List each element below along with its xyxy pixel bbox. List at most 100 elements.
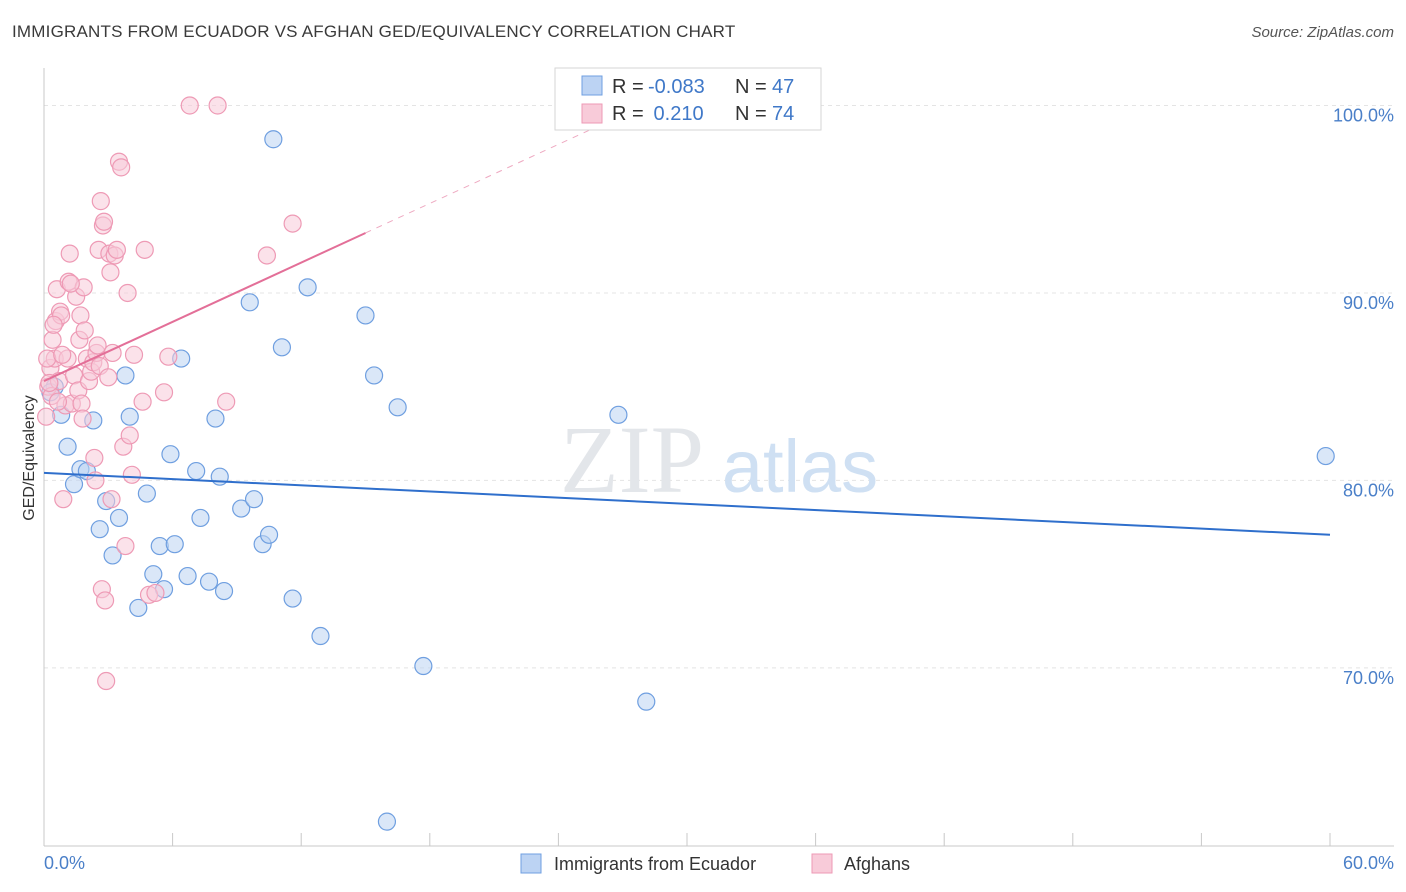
ecuador-point-2 xyxy=(58,437,77,456)
afghans-point-56 xyxy=(124,345,144,364)
stats-r-value-afghans: 0.210 xyxy=(648,103,704,125)
trend-lines xyxy=(43,114,1331,536)
y-tick-label-0: 100.0% xyxy=(1333,105,1394,125)
ecuador-point-21 xyxy=(178,566,197,586)
ecuador-point-11 xyxy=(116,366,135,385)
afghans-point-25 xyxy=(75,321,94,340)
stats-r-value-ecuador: -0.083 xyxy=(648,76,705,98)
stats-swatch-afghans xyxy=(581,103,603,124)
ecuador-point-34 xyxy=(272,338,292,357)
afghans-point-41 xyxy=(97,671,116,691)
afghans-point-67 xyxy=(283,214,302,233)
ecuador-point-29 xyxy=(240,293,259,312)
points-afghans xyxy=(37,96,302,691)
gridlines xyxy=(44,104,1394,669)
watermark-atlas: atlas xyxy=(722,425,878,508)
afghans-point-69 xyxy=(40,373,59,393)
afghans-point-48 xyxy=(107,240,126,259)
ecuador-point-3 xyxy=(64,475,84,494)
legend-label-afghans: Afghans xyxy=(844,854,910,874)
stats-r-label-ecuador: R = xyxy=(612,76,644,98)
afghans-point-70 xyxy=(44,315,63,334)
afghans-point-71 xyxy=(48,392,68,411)
afghans-trend-line-extension xyxy=(365,114,623,234)
stats-n-value-ecuador: 47 xyxy=(772,76,794,98)
stats-swatch-ecuador xyxy=(581,75,603,96)
afghans-point-15 xyxy=(60,244,79,263)
afghans-point-60 xyxy=(146,583,165,603)
afghans-point-42 xyxy=(99,368,118,387)
chart-source: Source: ZipAtlas.com xyxy=(1251,24,1394,41)
ecuador-point-36 xyxy=(298,278,317,297)
ecuador-point-10 xyxy=(109,508,129,528)
afghans-point-0 xyxy=(37,407,56,426)
ecuador-point-35 xyxy=(283,589,302,608)
ecuador-point-14 xyxy=(137,484,156,503)
ecuador-point-44 xyxy=(637,692,656,711)
afghans-point-64 xyxy=(208,96,227,115)
ecuador-point-40 xyxy=(377,812,397,831)
afghans-point-62 xyxy=(159,347,178,366)
afghans-point-57 xyxy=(133,392,152,411)
stats-r-label-afghans: R = xyxy=(612,103,644,125)
afghans-point-50 xyxy=(112,158,131,177)
afghans-point-45 xyxy=(102,490,121,509)
afghans-point-55 xyxy=(122,465,141,484)
afghans-point-36 xyxy=(91,192,110,211)
afghans-point-23 xyxy=(73,409,92,428)
ecuador-point-42 xyxy=(414,656,433,676)
legend-label-ecuador: Immigrants from Ecuador xyxy=(554,854,756,874)
ecuador-point-38 xyxy=(356,306,375,325)
afghans-point-30 xyxy=(85,448,104,468)
ecuador-point-18 xyxy=(161,445,180,464)
ecuador-point-19 xyxy=(165,535,184,554)
ecuador-point-7 xyxy=(90,520,109,539)
legend-swatch-ecuador xyxy=(520,853,542,874)
afghans-point-63 xyxy=(180,96,199,115)
stats-n-label-ecuador: N = xyxy=(735,76,767,98)
chart-title: IMMIGRANTS FROM ECUADOR VS AFGHAN GED/EQ… xyxy=(12,22,736,41)
ecuador-point-9 xyxy=(103,546,122,565)
ecuador-point-33 xyxy=(264,130,283,149)
x-tick-label-left: 0.0% xyxy=(44,853,85,873)
stats-n-value-afghans: 74 xyxy=(772,103,794,125)
ecuador-trend-line xyxy=(43,471,1331,536)
ecuador-point-23 xyxy=(191,508,210,528)
afghans-point-65 xyxy=(217,392,236,411)
y-axis-label: GED/Equivalency xyxy=(21,395,38,520)
ecuador-point-12 xyxy=(120,407,139,426)
axes xyxy=(43,68,1394,847)
ecuador-point-28 xyxy=(232,499,251,518)
afghans-point-21 xyxy=(71,306,90,325)
x-ticks xyxy=(43,833,1331,846)
afghans-point-61 xyxy=(154,383,174,402)
afghans-point-22 xyxy=(72,394,91,413)
stats-legend: R = -0.083 N = 47 R = 0.210 N = 74 xyxy=(554,67,822,131)
afghans-point-33 xyxy=(88,336,107,355)
afghans-point-58 xyxy=(135,240,154,259)
afghans-point-40 xyxy=(95,591,115,610)
stats-n-label-afghans: N = xyxy=(735,103,767,125)
y-tick-labels: 100.0% 90.0% 80.0% 70.0% xyxy=(1333,105,1394,687)
ecuador-point-43 xyxy=(609,405,628,424)
afghans-point-72 xyxy=(53,345,72,364)
watermark-zip: ZIP xyxy=(560,406,704,513)
afghans-point-54 xyxy=(120,426,139,445)
ecuador-point-45 xyxy=(1316,446,1335,466)
watermark: ZIP atlas xyxy=(560,406,878,513)
y-tick-label-1: 90.0% xyxy=(1343,293,1394,313)
series-legend: Immigrants from Ecuador Afghans xyxy=(520,853,910,874)
ecuador-point-32 xyxy=(259,525,279,544)
ecuador-point-41 xyxy=(388,398,407,417)
ecuador-point-24 xyxy=(199,572,219,591)
ecuador-point-25 xyxy=(206,409,225,428)
ecuador-point-15 xyxy=(144,565,163,584)
afghans-point-4 xyxy=(43,330,62,349)
afghans-point-73 xyxy=(61,274,80,293)
ecuador-point-22 xyxy=(187,461,206,481)
ecuador-point-16 xyxy=(150,536,169,556)
afghans-point-39 xyxy=(94,212,114,231)
ecuador-point-27 xyxy=(214,581,234,601)
afghans-point-52 xyxy=(116,536,135,556)
